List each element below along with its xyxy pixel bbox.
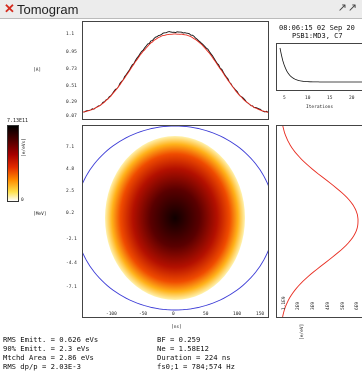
stat-synchrotron-freq: fs0;1 = 784;574 Hz xyxy=(157,362,235,371)
energy-xtick: 2E9 xyxy=(296,301,301,310)
convergence-xtick: 10 xyxy=(305,96,311,101)
stat-90-emittance: 90% Emitt. = 2.3 eVs xyxy=(3,344,90,353)
measured-profile-line xyxy=(83,31,268,113)
stat-matched-area: Mtchd Area = 2.86 eVs xyxy=(3,353,94,362)
profile-curves xyxy=(83,31,268,113)
energy-xtick: 1.1E9 xyxy=(282,296,287,310)
profile-ytick: 0.51 xyxy=(66,84,77,89)
colorbar-max-label: 7.13E11 xyxy=(7,118,29,124)
convergence-curve xyxy=(279,47,362,83)
convergence-xlabel: Iterations xyxy=(306,105,334,110)
phase-ytick: -2.1 xyxy=(66,237,77,242)
phase-xtick: 50 xyxy=(203,312,209,317)
phase-ytick: 4.8 xyxy=(66,167,75,172)
phase-ytick: 7.1 xyxy=(66,145,75,150)
phase-xtick: 100 xyxy=(233,312,242,317)
window-titlebar: ✕ Tomogram ↗↗ xyxy=(0,0,362,19)
phase-ytick: -4.4 xyxy=(66,261,77,266)
phase-xtick: 0 xyxy=(172,312,175,317)
stat-rms-dpp: RMS dp/p = 2.03E-3 xyxy=(3,362,81,371)
colorbar xyxy=(7,125,19,202)
profile-plot xyxy=(82,21,269,120)
stat-rms-emittance: RMS Emitt. = 0.626 eVs xyxy=(3,335,99,344)
convergence-xtick: 5 xyxy=(283,96,286,101)
window-title: Tomogram xyxy=(17,2,79,17)
energy-profile-curve xyxy=(282,126,359,317)
energy-xtick: 5E9 xyxy=(341,301,346,310)
phase-xlabel: [ns] xyxy=(171,325,182,330)
window-controls-icon[interactable]: ↗↗ xyxy=(337,1,358,14)
stat-ne: Ne = 1.58E12 xyxy=(157,344,209,353)
energy-profile-plot xyxy=(276,125,362,318)
timestamp-label: 08:06:15 02 Sep 20 xyxy=(279,24,355,32)
context-label: PSB1:MD3, C7 xyxy=(292,32,343,40)
energy-xtick: 4E9 xyxy=(326,301,331,310)
energy-xlabel: [e/eV] xyxy=(300,323,305,340)
energy-xtick: 6E9 xyxy=(355,301,360,310)
colorbar-unit: [e/eVs] xyxy=(22,138,27,157)
separatrix-line xyxy=(83,126,268,311)
stat-duration: Duration = 224 ns xyxy=(157,353,231,362)
profile-ytick: 0.73 xyxy=(66,67,77,72)
phase-ytick: -7.1 xyxy=(66,285,77,290)
stat-bunching-factor: BF = 0.259 xyxy=(157,335,201,344)
profile-ylabel: [A] xyxy=(33,68,42,73)
close-icon[interactable]: ✕ xyxy=(4,1,15,16)
phase-ylabel: [MeV] xyxy=(33,212,47,217)
beam-density-blob xyxy=(105,136,245,300)
profile-ytick: 0.95 xyxy=(66,50,77,55)
profile-ytick: 0.29 xyxy=(66,100,77,105)
convergence-xtick: 20 xyxy=(349,96,355,101)
phase-space-image xyxy=(83,126,268,311)
phase-xtick: -50 xyxy=(139,312,148,317)
profile-ytick: 1.1 xyxy=(66,32,75,37)
phase-xtick: -100 xyxy=(106,312,117,317)
profile-ytick: 0.07 xyxy=(66,114,77,119)
reconstructed-profile-line xyxy=(83,33,268,113)
phase-ytick: 0.2 xyxy=(66,211,75,216)
convergence-plot xyxy=(276,43,362,91)
colorbar-min-label: 0 xyxy=(21,198,24,203)
convergence-xtick: 15 xyxy=(327,96,333,101)
phase-ytick: 2.5 xyxy=(66,189,75,194)
energy-xtick: 3E9 xyxy=(311,301,316,310)
phase-xtick: 150 xyxy=(256,312,265,317)
